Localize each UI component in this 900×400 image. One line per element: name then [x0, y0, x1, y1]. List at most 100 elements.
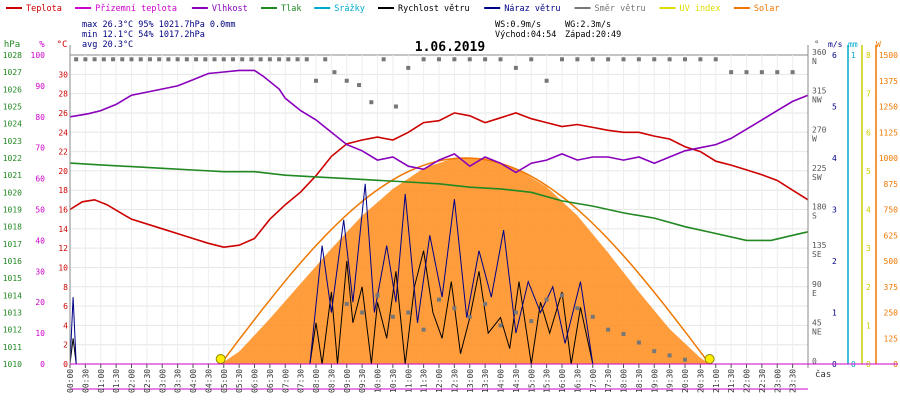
tick-pressure: 1024: [3, 120, 22, 129]
tick-pressure: 1016: [3, 257, 22, 266]
tick-wind: 2: [832, 257, 837, 266]
wind-direction-point: [667, 57, 672, 62]
legend: Teplota Přízemní teplota Vlhkost Tlak Srážky…: [6, 4, 779, 14]
tick-humidity: 0: [40, 360, 45, 369]
tick-direction: 135: [812, 241, 827, 250]
tick-humidity: 20: [35, 298, 45, 307]
wind-direction-point: [175, 57, 180, 62]
x-tick-label: 08:00: [312, 369, 321, 393]
wind-direction-point: [83, 57, 88, 62]
tick-temperature: 8: [63, 283, 68, 292]
wind-direction-point: [606, 57, 611, 62]
wind-direction-point: [375, 293, 380, 298]
tick-solar: 875: [884, 180, 899, 189]
tick-pressure: 1019: [3, 206, 22, 215]
tick-solar: 1250: [879, 103, 898, 112]
tick-solar: 375: [884, 283, 899, 292]
wind-direction-point: [92, 57, 97, 62]
tick-solar: 750: [884, 206, 899, 215]
tick-direction-label: NW: [812, 96, 822, 105]
x-tick-label: 17:00: [589, 369, 598, 393]
wind-direction-point: [483, 57, 488, 62]
x-tick-label: 14:30: [512, 369, 521, 393]
tick-uv: 1: [866, 321, 871, 330]
wind-direction-point: [729, 70, 734, 75]
tick-uv: 2: [866, 283, 871, 292]
wind-direction-point: [775, 70, 780, 75]
tick-direction-label: S: [812, 212, 817, 221]
wind-direction-point: [194, 57, 199, 62]
tick-temperature: 14: [58, 225, 68, 234]
wind-direction-point: [314, 78, 318, 83]
tick-humidity: 90: [35, 82, 45, 91]
wind-direction-point: [249, 57, 254, 62]
wind-direction-point: [652, 57, 657, 62]
unit-temperature: °C: [57, 40, 68, 50]
legend-label: Přízemní teplota: [95, 4, 177, 14]
tick-solar: 625: [884, 231, 899, 240]
wind-direction-point: [212, 57, 217, 62]
x-tick-label: 04:30: [204, 369, 213, 393]
x-tick-label: 21:30: [727, 369, 736, 393]
tick-solar: 500: [884, 257, 899, 266]
unit-humidity: %: [39, 40, 45, 50]
unit-direction: °: [814, 40, 819, 50]
wind-direction-point: [683, 357, 687, 362]
wind-direction-point: [203, 57, 208, 62]
wind-direction-point: [101, 57, 106, 62]
tick-pressure: 1012: [3, 326, 22, 335]
x-tick-label: 18:00: [620, 369, 629, 393]
wind-direction-point: [111, 57, 116, 62]
x-tick-label: 09:30: [358, 369, 367, 393]
sun-marker: [215, 354, 226, 364]
x-axis-label: čas: [815, 369, 831, 380]
tick-uv: 7: [866, 90, 871, 99]
wind-direction-point: [138, 57, 143, 62]
tick-temperature: 20: [58, 167, 68, 176]
tick-direction-label: W: [812, 134, 817, 143]
tick-pressure: 1026: [3, 85, 22, 94]
tick-temperature: 0: [63, 360, 68, 369]
wind-direction-point: [184, 57, 189, 62]
x-tick-label: 14:00: [497, 369, 506, 393]
tick-pressure: 1021: [3, 171, 22, 180]
wind-direction-point: [513, 310, 518, 315]
series-wind-direction: [74, 57, 795, 362]
tick-direction: 0: [812, 357, 817, 366]
wind-direction-point: [790, 70, 795, 75]
legend-label: Náraz větru: [504, 4, 560, 14]
x-tick-label: 08:30: [327, 369, 336, 393]
wind-direction-point: [129, 57, 134, 62]
unit-solar: W: [876, 40, 881, 49]
wind-direction-point: [529, 319, 534, 324]
stats-sunset: Západ:20:49: [565, 30, 621, 40]
wind-direction-point: [452, 57, 457, 62]
tick-rain: 1: [851, 51, 856, 60]
wind-direction-point: [498, 57, 503, 62]
wind-direction-point: [606, 327, 611, 332]
tick-humidity: 50: [35, 206, 45, 215]
x-tick-label: 03:00: [158, 369, 167, 393]
wind-direction-point: [166, 57, 171, 62]
stats-max: max 26.3°C 95% 1021.7hPa 0.0mm: [82, 20, 236, 30]
wind-direction-point: [667, 353, 672, 358]
tick-direction: 225: [812, 164, 827, 173]
tick-pressure: 1028: [3, 51, 22, 60]
wind-direction-point: [277, 57, 282, 62]
stats-sunrise: Východ:04:54: [495, 30, 556, 40]
wind-direction-point: [390, 314, 395, 319]
tick-direction: 270: [812, 125, 827, 134]
wind-direction-point: [120, 57, 125, 62]
tick-temperature: 2: [63, 341, 68, 350]
tick-humidity: 60: [35, 175, 45, 184]
tick-pressure: 1015: [3, 274, 22, 283]
tick-direction-label: SE: [812, 250, 822, 259]
tick-uv: 3: [866, 244, 871, 253]
series-Tlak: [69, 162, 809, 242]
series-solar-area: [70, 158, 808, 364]
x-tick-label: 20:00: [681, 369, 690, 393]
wind-direction-point: [483, 301, 488, 306]
wind-direction-point: [575, 57, 580, 62]
wind-direction-point: [759, 70, 764, 75]
wind-direction-point: [344, 301, 349, 306]
